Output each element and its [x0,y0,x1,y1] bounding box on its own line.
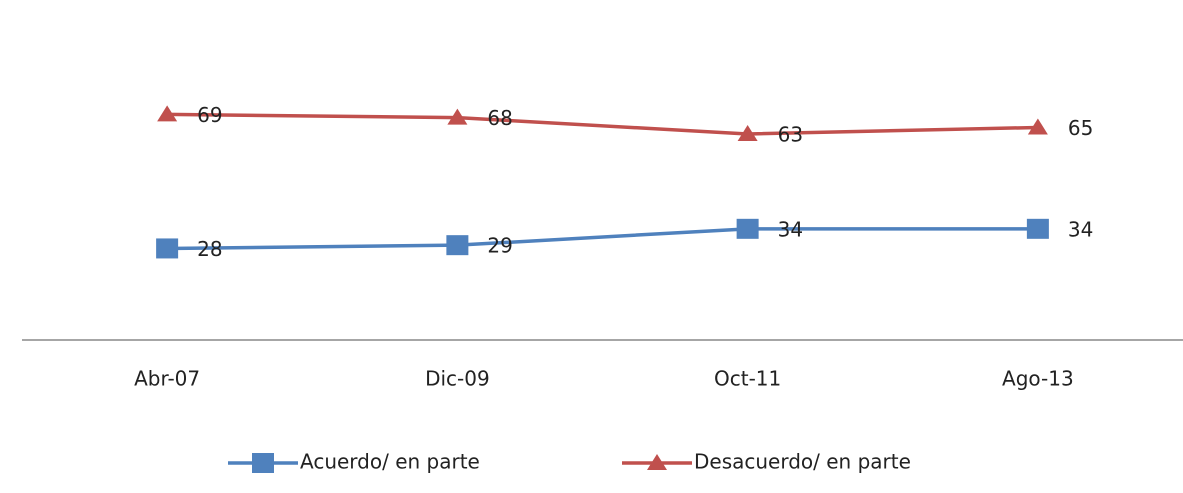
x-tick-label: Abr-07 [134,367,200,391]
legend-marker [252,453,274,473]
series-line [167,227,1038,251]
data-point [1027,118,1048,135]
data-label: 28 [197,237,222,261]
data-label: 65 [1068,116,1093,140]
data-point [156,238,179,259]
legend-label: Desacuerdo/ en parte [694,450,911,474]
data-point [157,105,178,122]
data-label: 68 [487,106,512,130]
data-label: 29 [487,234,512,258]
data-point [446,235,469,256]
data-point [1026,218,1049,239]
x-tick-label: Oct-11 [714,367,781,391]
legend-marker [647,454,667,470]
series-line [167,112,1038,136]
x-tick-label: Ago-13 [1002,367,1074,391]
legend-label: Acuerdo/ en parte [300,450,480,474]
data-point [447,108,468,125]
data-label: 34 [778,217,803,241]
data-point [736,218,759,239]
data-label: 63 [778,122,803,146]
x-tick-label: Dic-09 [425,367,490,391]
data-label: 34 [1068,217,1093,241]
data-label: 69 [197,103,222,127]
data-point [737,124,758,141]
